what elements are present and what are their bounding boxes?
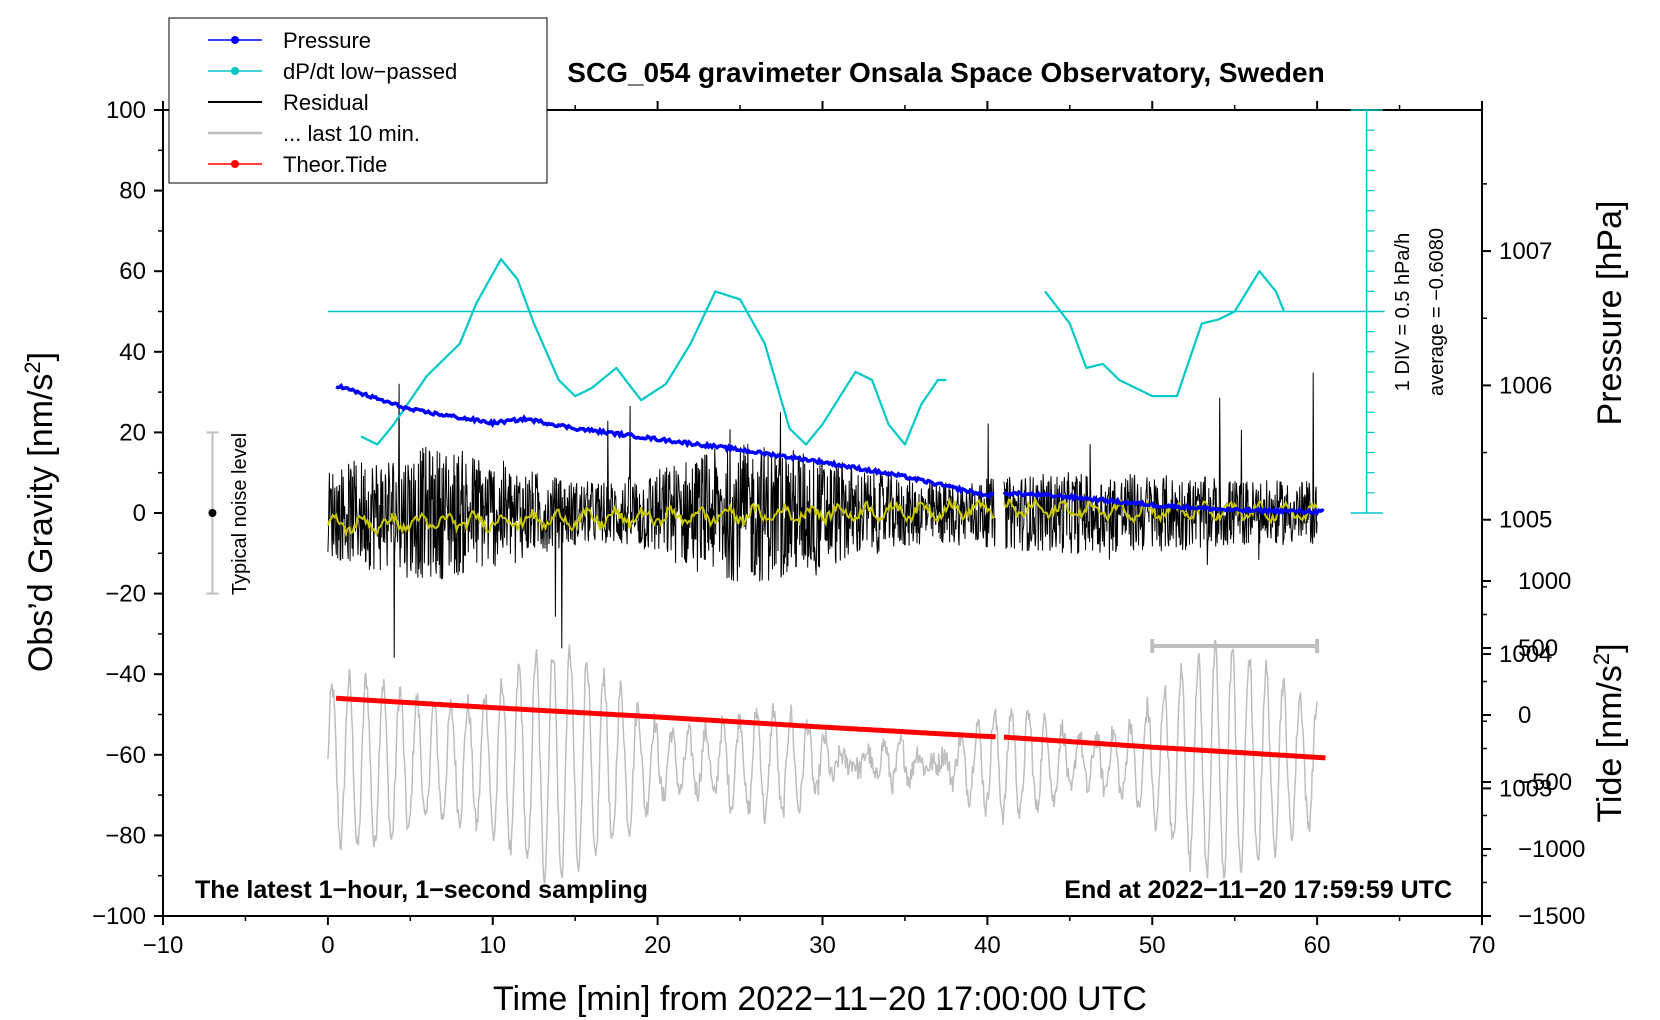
y-tick-label: −20 xyxy=(105,581,146,608)
scale-note-div: 1 DIV = 0.5 hPa/h xyxy=(1392,233,1414,391)
y-tick-label: 40 xyxy=(119,339,146,366)
y-axis-label-left: Obs’d Gravity [nm/s2] xyxy=(20,352,60,672)
annotation-end-time: End at 2022−11−20 17:59:59 UTC xyxy=(1064,876,1452,904)
x-tick-label: 30 xyxy=(809,932,836,959)
x-tick-label: 20 xyxy=(644,932,671,959)
y-tick-label: 100 xyxy=(106,97,146,124)
y-axis-label-tide: Tide [nm/s2] xyxy=(1589,643,1629,822)
pressure-tick-label: 1003 xyxy=(1499,775,1552,802)
x-tick-label: 50 xyxy=(1139,932,1166,959)
legend-marker-dpdt xyxy=(231,67,239,75)
series-layer xyxy=(326,258,1385,884)
series-residual-lowpass xyxy=(326,495,1318,538)
tide-tick-label: 500 xyxy=(1518,635,1558,662)
legend: Pressure dP/dt low−passed Residual ... l… xyxy=(168,17,548,184)
y-axis-label-tide-end: ] xyxy=(1591,643,1629,652)
series-residual xyxy=(327,372,1318,658)
y-axis-label-left-end: ] xyxy=(22,352,60,361)
x-tick-label: 0 xyxy=(321,932,334,959)
series-pressure xyxy=(335,382,1325,517)
y-axis-label-tide-main: Tide [nm/s xyxy=(1591,665,1629,822)
y-tick-label: −100 xyxy=(92,903,146,930)
legend-item-pressure: Pressure xyxy=(208,28,371,53)
legend-item-tide: Theor.Tide xyxy=(208,152,387,177)
scale-note-average: average = −0.6080 xyxy=(1426,228,1448,396)
legend-label-dpdt: dP/dt low−passed xyxy=(283,59,457,84)
y-axis-label-left-main: Obs’d Gravity [nm/s xyxy=(22,374,60,673)
y-tick-label: −60 xyxy=(105,742,146,769)
x-tick-label: 10 xyxy=(479,932,506,959)
noise-bar-center xyxy=(208,509,217,517)
extras-layer xyxy=(206,109,1383,653)
x-axis-label: Time [min] from 2022−11−20 17:00:00 UTC xyxy=(493,980,1147,1018)
x-tick-label: −10 xyxy=(143,932,184,959)
y-axis-label-tide-sup: 2 xyxy=(1589,653,1614,665)
x-tick-label: 40 xyxy=(974,932,1001,959)
tide-tick-label: 1000 xyxy=(1518,568,1571,595)
chart-title: SCG_054 gravimeter Onsala Space Observat… xyxy=(567,57,1324,88)
legend-box xyxy=(168,17,548,184)
legend-label-tide: Theor.Tide xyxy=(283,152,387,177)
x-tick-label: 70 xyxy=(1469,932,1496,959)
legend-label-last10: ... last 10 min. xyxy=(283,121,420,146)
legend-marker-tide xyxy=(231,160,239,168)
y-tick-label: −80 xyxy=(105,822,146,849)
series-theor-tide xyxy=(335,695,1326,761)
legend-item-residual: Residual xyxy=(208,90,369,115)
y-tick-label: 0 xyxy=(133,500,146,527)
y-tick-label: 60 xyxy=(119,258,146,285)
pressure-tick-label: 1004 xyxy=(1499,641,1552,668)
y-axis-label-left-sup: 2 xyxy=(20,361,45,373)
tide-tick-label: 0 xyxy=(1518,702,1531,729)
noise-bar-label: Typical noise level xyxy=(229,433,251,595)
tide-tick-label: −500 xyxy=(1518,769,1572,796)
legend-item-last10: ... last 10 min. xyxy=(208,121,420,146)
legend-marker-pressure xyxy=(231,36,239,44)
y-tick-label: 20 xyxy=(119,419,146,446)
x-tick-label: 60 xyxy=(1304,932,1331,959)
ticks-layer: −10 0 10 20 30 40 50 60 70100806040200−20−40−60−… xyxy=(92,97,1585,959)
series-dpdt xyxy=(360,258,1286,446)
tide-tick-label: −1500 xyxy=(1518,903,1585,930)
annotation-sampling: The latest 1−hour, 1−second sampling xyxy=(195,876,648,904)
y-tick-label: −40 xyxy=(105,661,146,688)
pressure-tick-label: 1005 xyxy=(1499,507,1552,534)
pressure-tick-label: 1006 xyxy=(1499,372,1552,399)
pressure-tick-label: 1007 xyxy=(1499,238,1552,265)
series-last-10-min xyxy=(327,639,1318,884)
legend-label-residual: Residual xyxy=(283,90,369,115)
y-tick-label: 80 xyxy=(119,178,146,205)
legend-item-dpdt: dP/dt low−passed xyxy=(208,59,457,84)
tide-tick-label: −1000 xyxy=(1518,836,1585,863)
y-axis-label-pressure: Pressure [hPa] xyxy=(1591,201,1629,426)
legend-label-pressure: Pressure xyxy=(283,28,371,53)
